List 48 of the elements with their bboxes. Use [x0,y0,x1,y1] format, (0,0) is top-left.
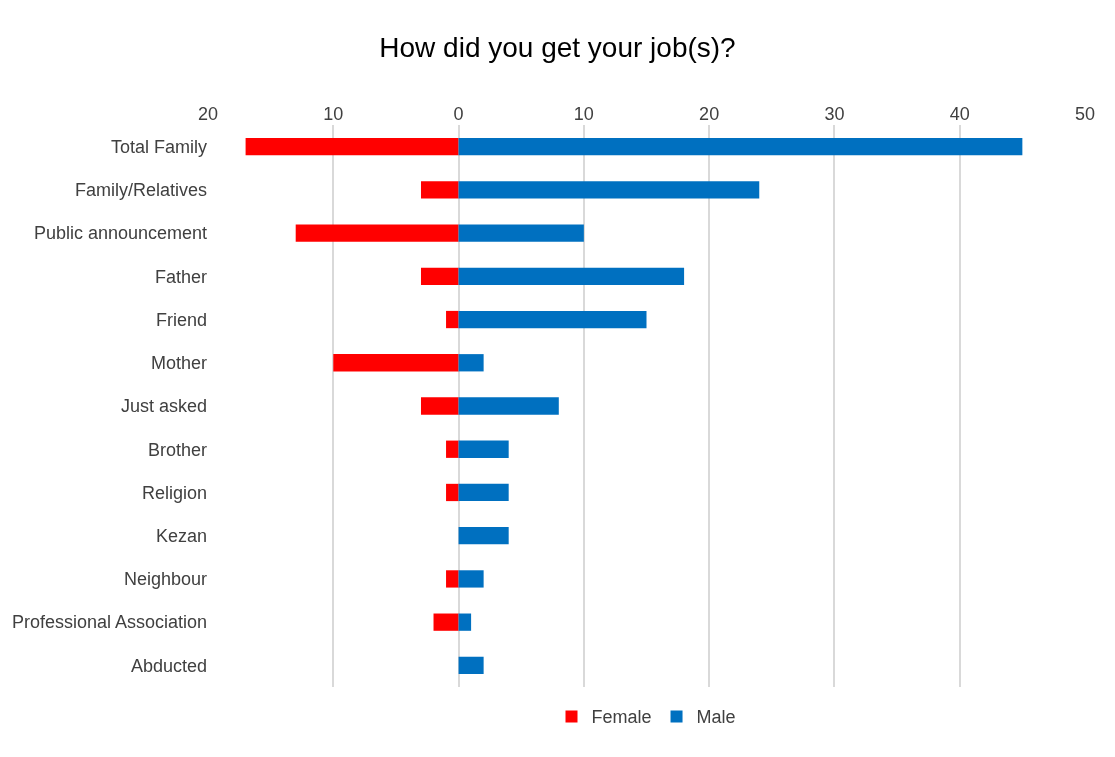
y-tick-label: Mother [150,353,207,374]
bar [446,310,459,329]
y-tick-label: Brother [147,439,207,460]
y-tick-label: Kezan [155,525,207,546]
y-tick-label: Family/Relatives [74,180,207,201]
bar [458,483,509,502]
x-tick-label: 50 [1074,104,1096,125]
y-tick-label: Abducted [130,655,207,676]
bar [458,527,509,545]
bar [458,440,509,458]
y-tick-label: Religion [141,482,207,503]
y-tick-label: Public announcement [33,223,207,244]
bar [458,137,1023,156]
bar [420,397,459,415]
x-tick-label: 10 [573,104,594,125]
x-tick-label: 20 [197,104,219,125]
bar [458,224,584,242]
y-tick-label: Total Family [110,136,207,157]
bar [458,570,484,588]
bar [458,181,760,199]
bar [458,397,559,415]
legend-label: Male [696,707,736,728]
x-tick-label: 40 [949,104,970,125]
y-tick-label: Father [154,266,207,287]
x-tick-label: 10 [323,104,344,125]
bar [446,570,459,588]
y-tick-label: Professional Association [11,612,207,633]
bar [458,267,685,285]
bar [420,181,459,199]
bar [333,354,459,372]
bar [245,137,459,156]
bar [446,440,459,458]
x-tick-label: 30 [824,104,845,125]
bar [433,613,459,631]
y-tick-label: Neighbour [123,569,207,590]
chart-title: How did you get your job(s)? [379,32,736,64]
bar [420,267,459,285]
bar [458,354,484,372]
y-tick-label: Just asked [120,396,207,417]
bar [446,483,459,502]
legend-label: Female [591,707,652,728]
bar [458,656,484,675]
x-tick-label: 0 [453,104,464,125]
bar [458,613,472,631]
x-tick-label: 20 [699,104,720,125]
y-tick-label: Friend [155,309,207,330]
bar [295,224,459,242]
bar [458,310,647,329]
